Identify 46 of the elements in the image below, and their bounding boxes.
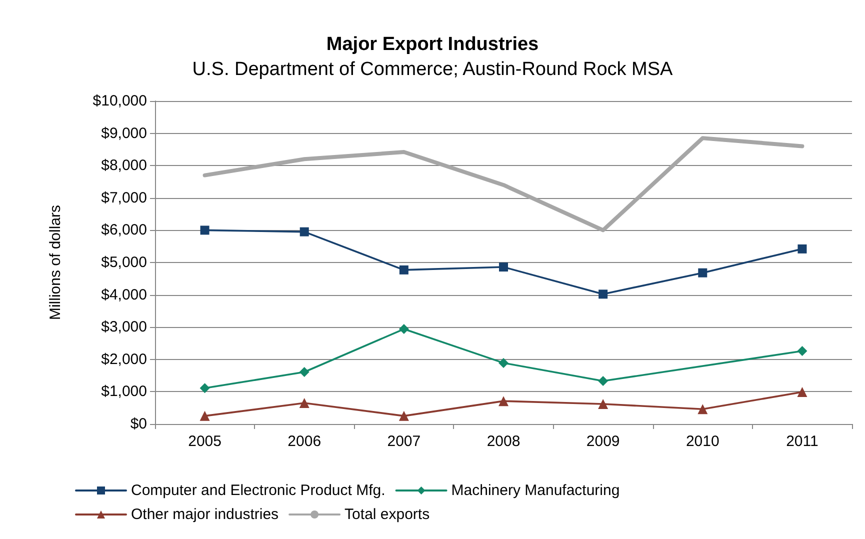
point <box>200 226 210 235</box>
x-tick-label: 2009 <box>586 433 620 450</box>
y-tick-label: $0 <box>130 416 147 432</box>
point <box>398 324 409 334</box>
y-tick-label: $8,000 <box>101 157 147 174</box>
point <box>299 398 310 408</box>
point <box>200 383 210 394</box>
point <box>598 290 608 299</box>
x-tick-label: 2010 <box>686 433 720 450</box>
point <box>300 227 309 236</box>
x-tick-label: 2005 <box>188 433 222 450</box>
x-tick-label: 2007 <box>387 433 421 450</box>
point <box>797 346 808 356</box>
point <box>797 387 808 398</box>
y-axis-title: Millions of dollars <box>47 204 64 320</box>
y-tick-label: $5,000 <box>101 254 147 271</box>
point <box>698 404 708 414</box>
line-series <box>202 136 804 232</box>
point <box>698 268 708 278</box>
point <box>398 410 409 421</box>
point <box>399 265 408 274</box>
chart-subtitle: U.S. Department of Commerce; Austin-Round Rock MSA <box>192 59 674 80</box>
legend-label: Total exports <box>344 506 430 523</box>
point <box>299 366 310 377</box>
point <box>200 410 210 421</box>
y-tick-label: $10,000 <box>92 92 147 110</box>
x-tick-label: 2008 <box>486 433 520 450</box>
point <box>498 358 508 368</box>
y-tick-label: $6,000 <box>101 222 147 239</box>
y-tick-label: $3,000 <box>101 318 147 336</box>
legend-label: Other major industries <box>131 506 279 523</box>
x-tick-label: 2011 <box>786 433 818 450</box>
chart-title: Major Export Industries <box>326 34 539 55</box>
point <box>598 376 608 386</box>
y-tick-label: $1,000 <box>101 383 147 400</box>
point <box>498 396 508 406</box>
x-tick-label: 2006 <box>288 433 322 450</box>
y-tick-label: $4,000 <box>101 286 147 304</box>
legend-label: Machinery Manufacturing <box>451 482 620 499</box>
legend-label: Computer and Electronic Product Mfg. <box>131 482 386 499</box>
point <box>598 398 608 409</box>
y-tick-label: $2,000 <box>101 350 147 368</box>
y-tick-label: $9,000 <box>101 124 147 142</box>
point <box>798 244 807 254</box>
y-tick-label: $7,000 <box>101 189 147 206</box>
point <box>499 262 508 272</box>
